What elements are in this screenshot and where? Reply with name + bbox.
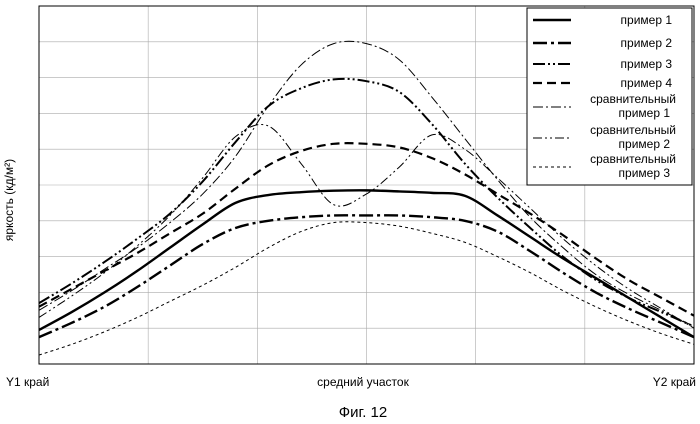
x-tick-label-y1: Y1 край [6,375,49,389]
legend-entry-3: пример 3 [621,57,673,71]
series-line-2 [38,214,695,339]
series-line-6 [38,124,695,329]
series-line-7 [38,221,695,356]
legend-entry-1: пример 1 [621,13,673,27]
series-line-1 [38,189,695,339]
series-layer [38,40,695,356]
legend-box [526,7,693,186]
legend-entry-4: пример 4 [621,76,673,90]
x-tick-label-y2: Y2 край [653,375,696,389]
legend-entry-7: сравнительный пример 3 [590,152,676,180]
plot-frame [38,5,695,365]
x-tick-labels: Y1 край средний участок Y2 край [6,375,696,389]
series-line-5 [38,40,695,327]
legend-entry-5: сравнительный пример 1 [590,92,676,120]
figure-caption: Фиг. 12 [339,404,387,421]
legend-entry-6: сравнительный пример 2 [590,123,676,151]
x-tick-label-middle: средний участок [317,375,409,389]
series-line-3 [38,77,695,328]
series-line-4 [38,142,695,317]
legend-entry-2: пример 2 [621,36,673,50]
legend: пример 1 пример 2 пример 3 пример 4 сравните… [526,7,693,186]
y-axis-label: яркость (кд/м²) [2,159,16,241]
